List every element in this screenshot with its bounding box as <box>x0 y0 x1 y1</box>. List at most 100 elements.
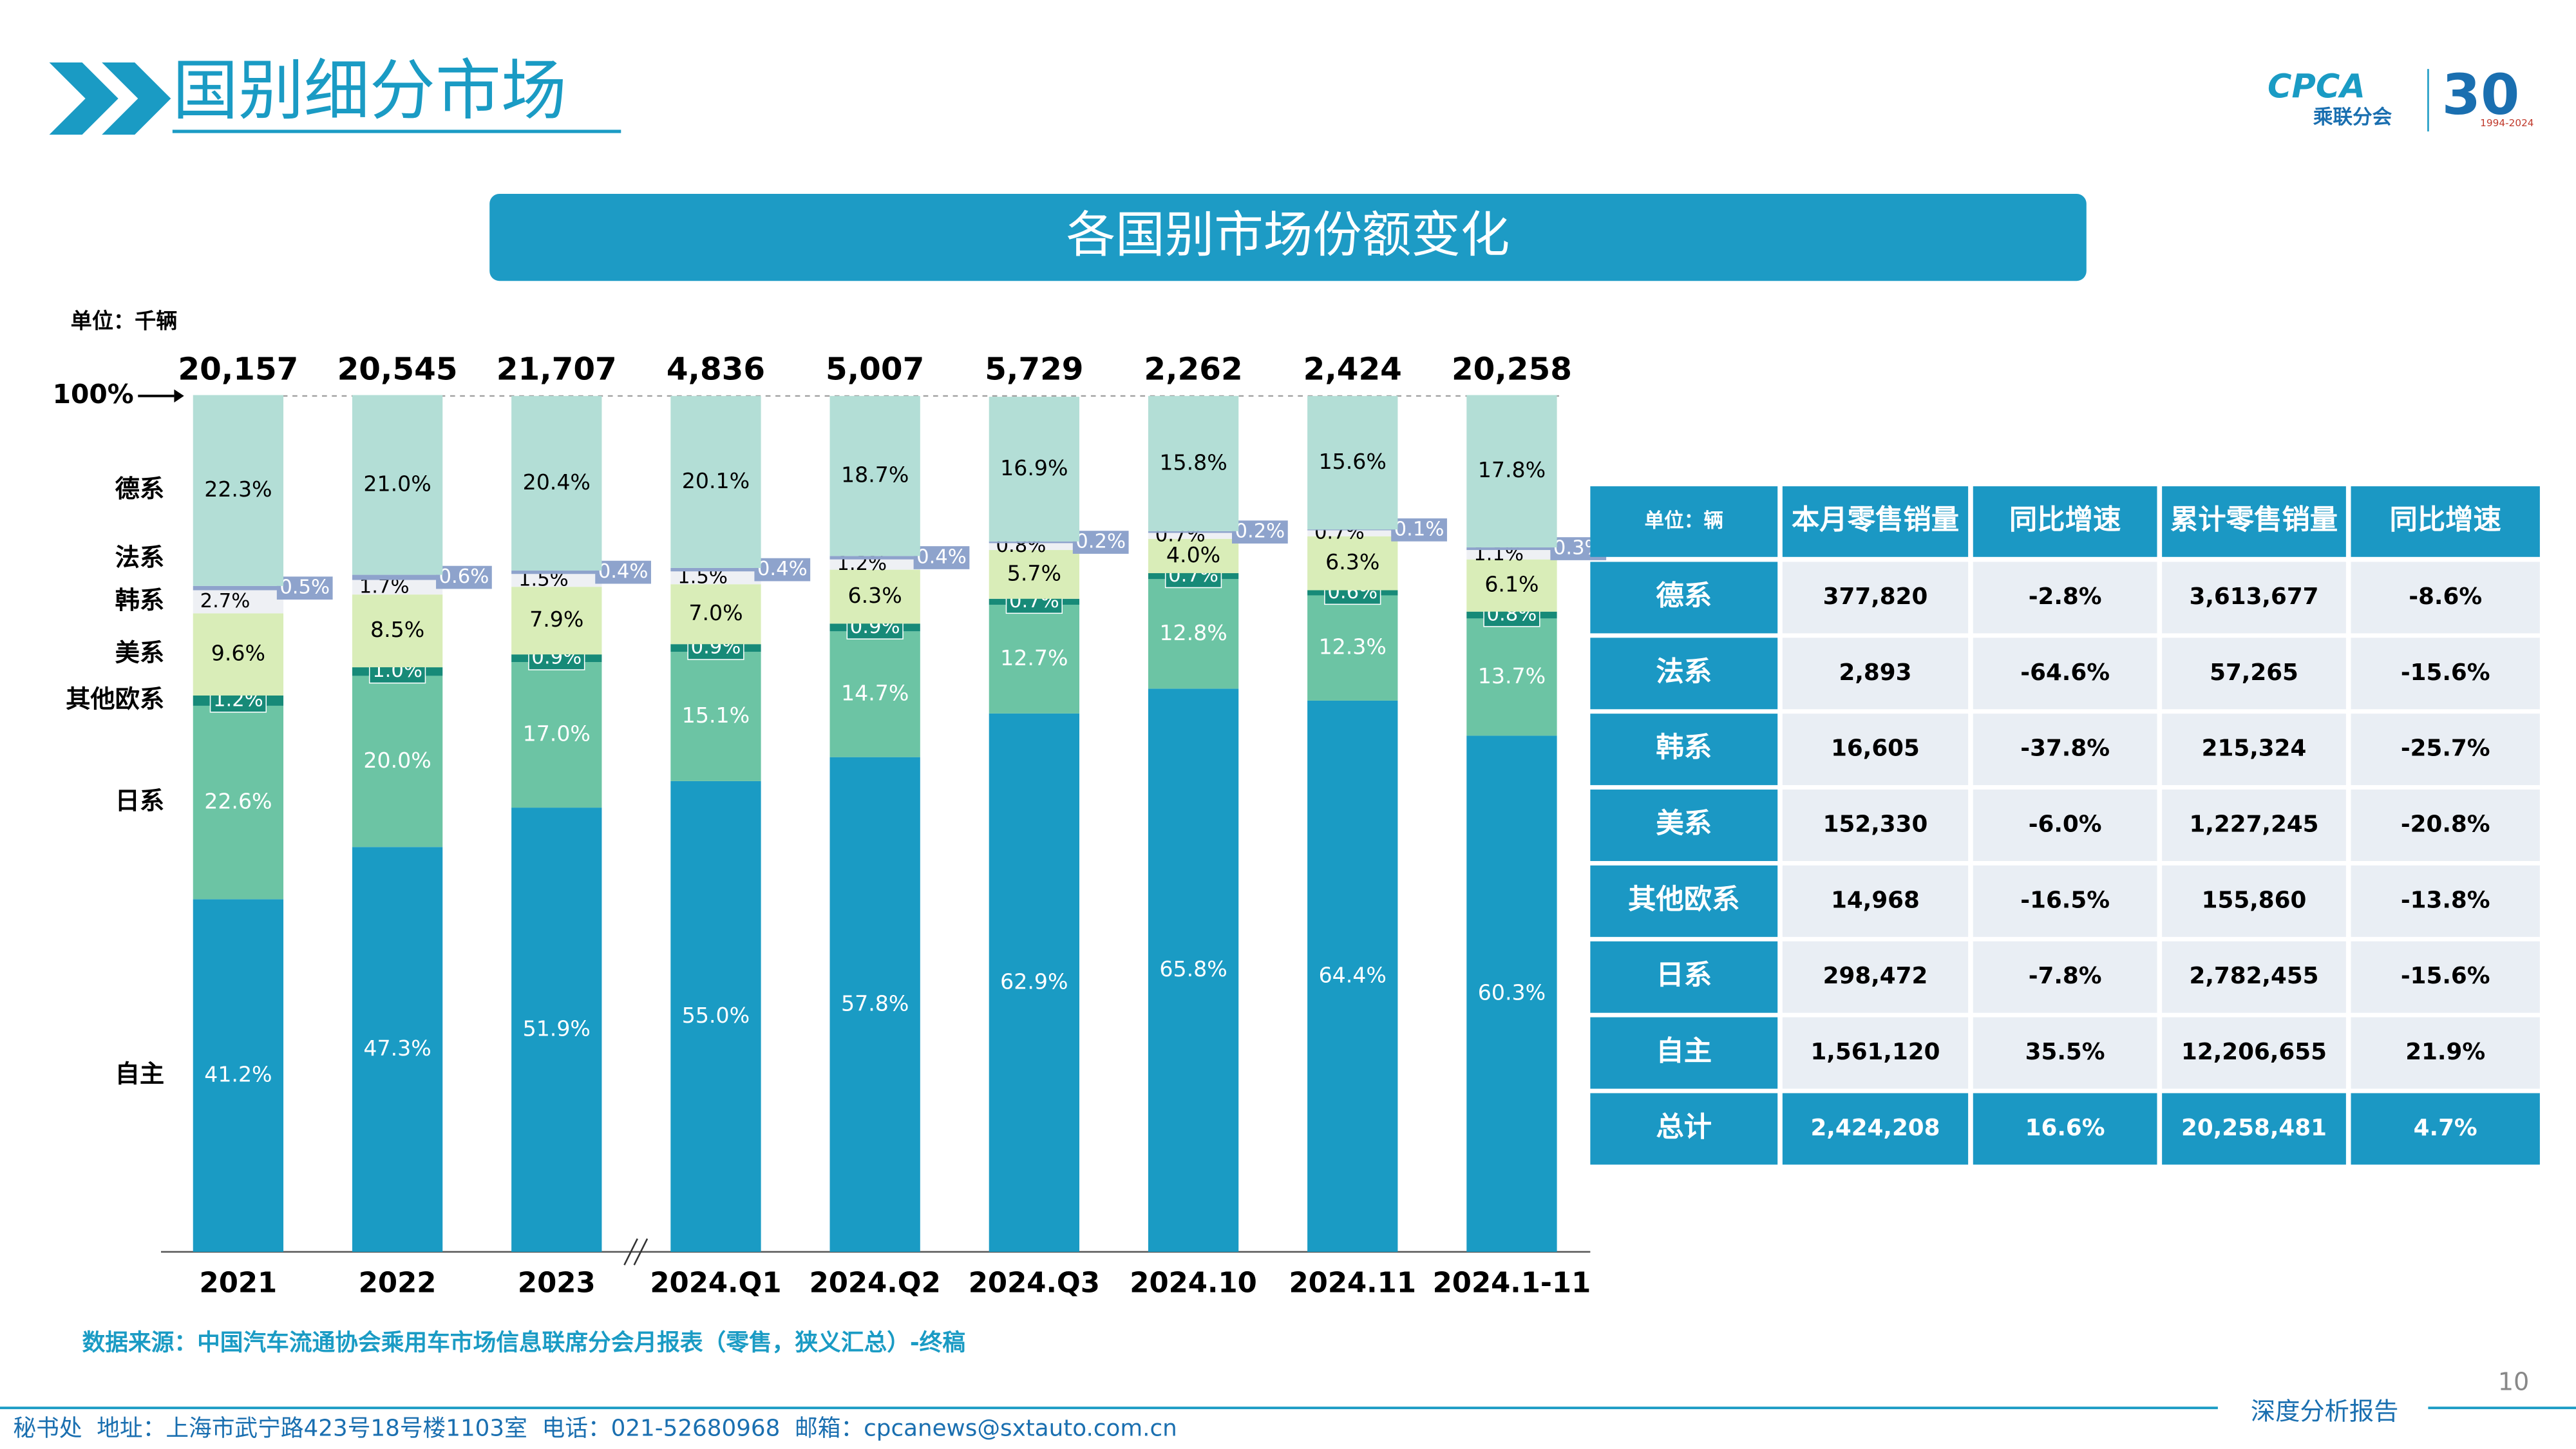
bar-segment <box>511 574 602 587</box>
table-cell <box>1973 1017 2157 1089</box>
table-cell <box>2351 1017 2540 1089</box>
data-label: 4.0% <box>1166 542 1220 567</box>
data-label: 64.4% <box>1319 962 1387 987</box>
table-cell <box>1590 941 1778 1013</box>
contact: 秘书处 地址：上海市武宁路423号18号楼1103室 电话：021-526809… <box>13 1415 1177 1441</box>
data-label: 8.5% <box>370 617 424 642</box>
bar-segment <box>829 559 920 570</box>
bar-segment <box>1307 529 1398 531</box>
bar-segment <box>989 550 1080 599</box>
table-cell-text: 57,265 <box>2210 659 2298 686</box>
bar-segment <box>193 705 284 900</box>
table-cell <box>1973 790 2157 861</box>
bar-segment <box>1466 550 1557 560</box>
page-title: 国别细分市场 <box>173 53 567 129</box>
table-cell-text: -37.8% <box>2020 735 2110 762</box>
bar-segment <box>829 569 920 624</box>
total-label: 5,007 <box>826 352 924 388</box>
table-cell-text: -2.8% <box>2029 583 2102 610</box>
bar-segment <box>352 395 443 575</box>
table-cell-text: 德系 <box>1656 580 1712 612</box>
table-cell-text: 1,561,120 <box>1810 1039 1940 1065</box>
table-cell <box>1782 714 1969 786</box>
table-cell <box>2351 486 2540 557</box>
total-label: 21,707 <box>497 352 617 388</box>
bar-segment <box>829 631 920 757</box>
data-label: 7.0% <box>688 600 743 625</box>
data-label: 6.3% <box>1325 549 1379 574</box>
data-label: 22.3% <box>204 477 272 502</box>
data-label: 0.1% <box>1394 518 1444 540</box>
chevrons <box>49 62 171 135</box>
table-cell-text: 35.5% <box>2025 1039 2105 1065</box>
label-box <box>276 576 333 600</box>
total-label: 20,258 <box>1452 352 1572 388</box>
report-label: 深度分析报告 <box>2251 1397 2398 1426</box>
bar-segment <box>1148 395 1239 531</box>
data-label: 6.3% <box>848 583 902 608</box>
table-cell <box>1973 1093 2157 1165</box>
table-cell-text: -20.8% <box>2401 811 2490 838</box>
table-cell-text: 4.7% <box>2414 1115 2477 1141</box>
table-cell <box>1782 638 1969 710</box>
table-cell <box>1590 638 1778 710</box>
table-cell-text: 自主 <box>1656 1036 1712 1068</box>
table-cell-text: 16,605 <box>1831 735 1920 762</box>
table-cell <box>1590 486 1778 557</box>
data-label: 0.2% <box>1235 520 1285 543</box>
label-box <box>1072 531 1129 554</box>
table-cell <box>2351 1093 2540 1165</box>
table-cell-text: 2,424,208 <box>1810 1115 1940 1141</box>
bar-segment <box>1148 531 1239 533</box>
data-label: 0.6% <box>439 565 489 588</box>
bar-segment <box>352 594 443 668</box>
data-label: 15.6% <box>1319 449 1387 474</box>
table-header: 累计零售销量 <box>2170 504 2338 536</box>
data-label: 9.6% <box>211 641 265 666</box>
data-label: 12.3% <box>1319 634 1387 659</box>
data-label: 0.2% <box>1075 531 1126 553</box>
bar-segment <box>1307 395 1398 530</box>
x-tick-label: 2023 <box>518 1267 596 1299</box>
x-tick-label: 2024.11 <box>1289 1267 1416 1299</box>
y-tick-label: 100% <box>53 379 134 410</box>
bar-segment <box>1466 395 1557 548</box>
bar-segment <box>193 613 284 696</box>
bar-segment <box>829 757 920 1252</box>
table-cell <box>2162 865 2346 937</box>
table-cell-text: 美系 <box>1656 808 1712 840</box>
bar-segment <box>670 781 761 1252</box>
legend-label: 自主 <box>115 1060 165 1089</box>
data-label: 55.0% <box>682 1003 750 1028</box>
bar-segment <box>1307 700 1398 1252</box>
bar-segment <box>1307 595 1398 701</box>
data-label: 17.8% <box>1478 457 1546 482</box>
table-cell-text: 日系 <box>1656 960 1712 992</box>
label-box <box>754 558 811 582</box>
bar-segment <box>670 584 761 645</box>
table-cell <box>1782 1093 1969 1165</box>
page-number: 10 <box>2498 1367 2530 1396</box>
table-cell <box>1590 790 1778 861</box>
bar-segment <box>511 808 602 1252</box>
table-cell-text: 215,324 <box>2202 735 2307 762</box>
table-cell-text: 298,472 <box>1823 963 1928 989</box>
banner-title: 各国别市场份额变化 <box>1066 207 1510 264</box>
table-cell <box>1782 865 1969 937</box>
table-cell <box>1973 486 2157 557</box>
table-cell <box>2351 865 2540 937</box>
unit-label: 单位：千辆 <box>71 308 178 333</box>
bar-segment <box>1148 538 1239 573</box>
table-cell-text: 3,613,677 <box>2189 583 2318 610</box>
table-cell <box>1782 790 1969 861</box>
table-cell <box>1782 562 1969 634</box>
axis-break <box>633 1238 649 1265</box>
logo-name: CPCA <box>2268 68 2365 106</box>
bar-segment <box>193 395 284 586</box>
data-label: 16.9% <box>1000 455 1068 480</box>
bar-segment <box>829 395 920 556</box>
bar-segment <box>193 899 284 1252</box>
bar-segment <box>1148 688 1239 1252</box>
